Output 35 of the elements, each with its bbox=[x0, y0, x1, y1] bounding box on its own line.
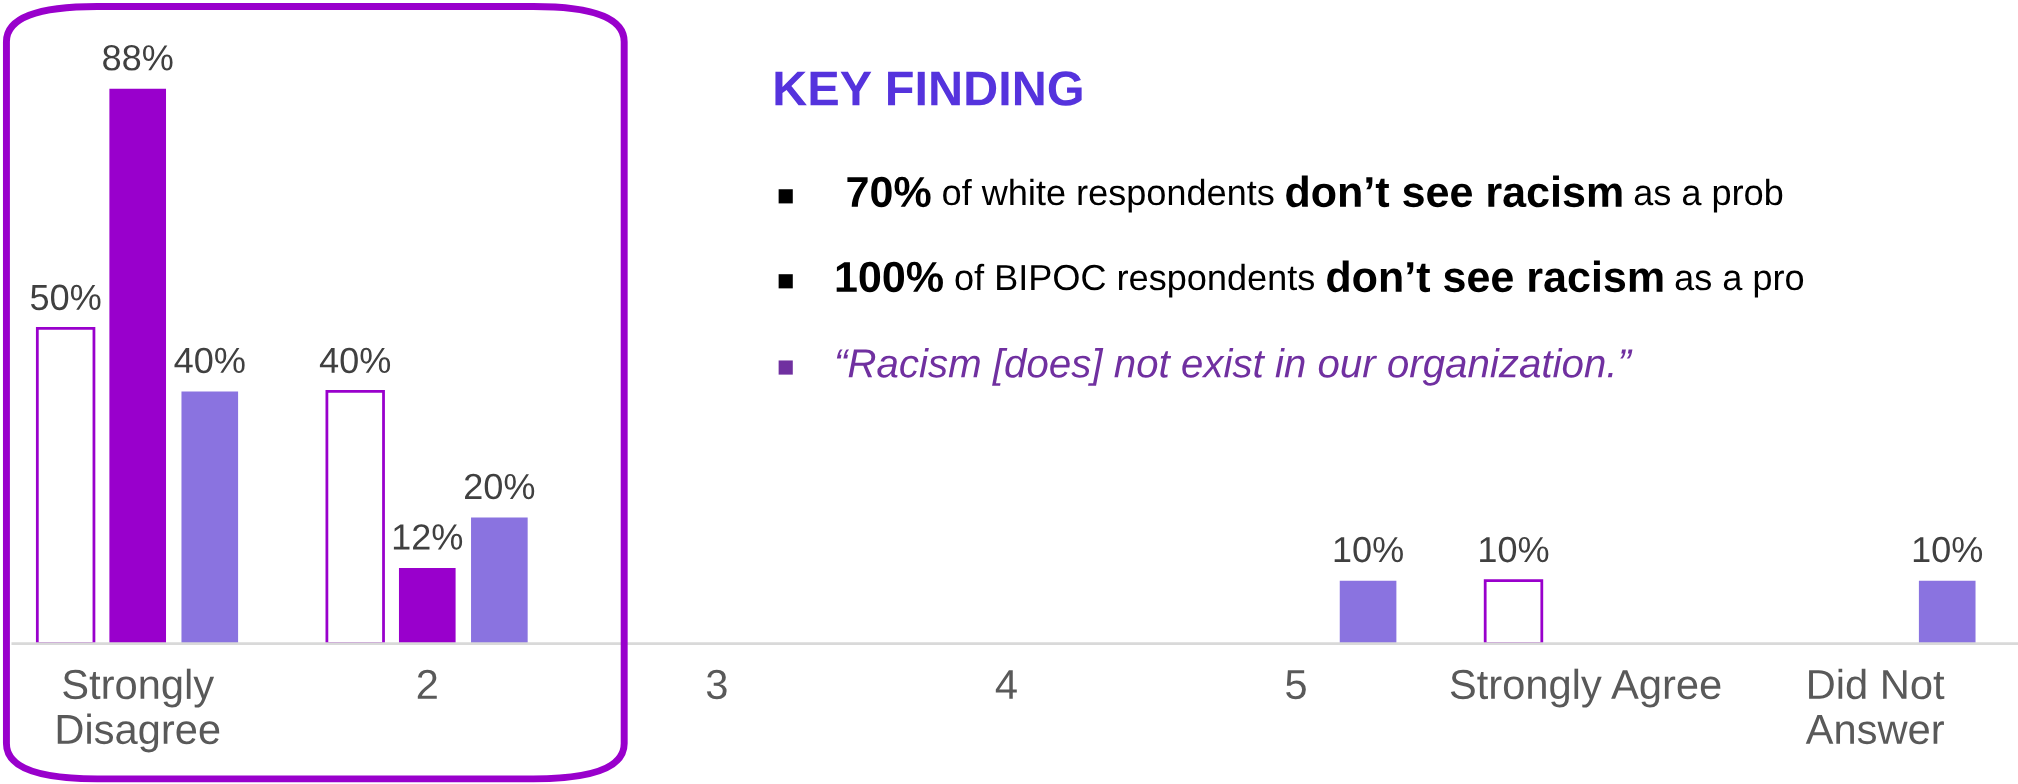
annotation: of white respondents bbox=[943, 178, 1274, 213]
bar bbox=[1918, 580, 1976, 644]
bar bbox=[181, 391, 239, 644]
annotation: as a pro bbox=[1675, 270, 1804, 298]
annotation: as a prob bbox=[1634, 178, 1783, 213]
x-tick-label: 4 bbox=[995, 670, 1017, 699]
data-label: 10% bbox=[1913, 536, 1983, 563]
data-label: 12% bbox=[393, 524, 463, 550]
bar bbox=[398, 568, 456, 644]
data-label: 10% bbox=[1480, 536, 1549, 563]
x-tick-label: 3 bbox=[706, 669, 727, 700]
annotation: don’t see racism bbox=[1327, 260, 1663, 293]
bar bbox=[35, 327, 96, 644]
annotation: 100% bbox=[836, 261, 943, 293]
data-label: 40% bbox=[319, 347, 391, 374]
data-label: 40% bbox=[174, 347, 245, 374]
bar bbox=[109, 88, 167, 644]
data-label: 10% bbox=[1334, 536, 1403, 563]
x-tick-label: 5 bbox=[1286, 670, 1306, 700]
annotation: “Racism [does] not exist in our organization.” bbox=[836, 348, 1633, 386]
data-label: 20% bbox=[465, 473, 535, 500]
data-label: 50% bbox=[30, 284, 101, 311]
bar bbox=[1483, 579, 1544, 644]
x-tick-label: Did Not Answer bbox=[1805, 668, 1945, 745]
annotation: 70% bbox=[847, 176, 931, 208]
annotation: of BIPOC respondents bbox=[955, 263, 1314, 298]
x-tick-label: Strongly Disagree bbox=[57, 668, 220, 753]
annotation: don’t see racism bbox=[1286, 175, 1622, 208]
annotation: KEY FINDING bbox=[775, 71, 1082, 106]
data-label: 88% bbox=[103, 45, 173, 71]
bar bbox=[471, 517, 528, 644]
bar bbox=[1339, 580, 1397, 644]
x-tick-label: Strongly Agree bbox=[1450, 668, 1721, 708]
x-tick-label: 2 bbox=[417, 669, 437, 699]
bar bbox=[325, 390, 385, 644]
